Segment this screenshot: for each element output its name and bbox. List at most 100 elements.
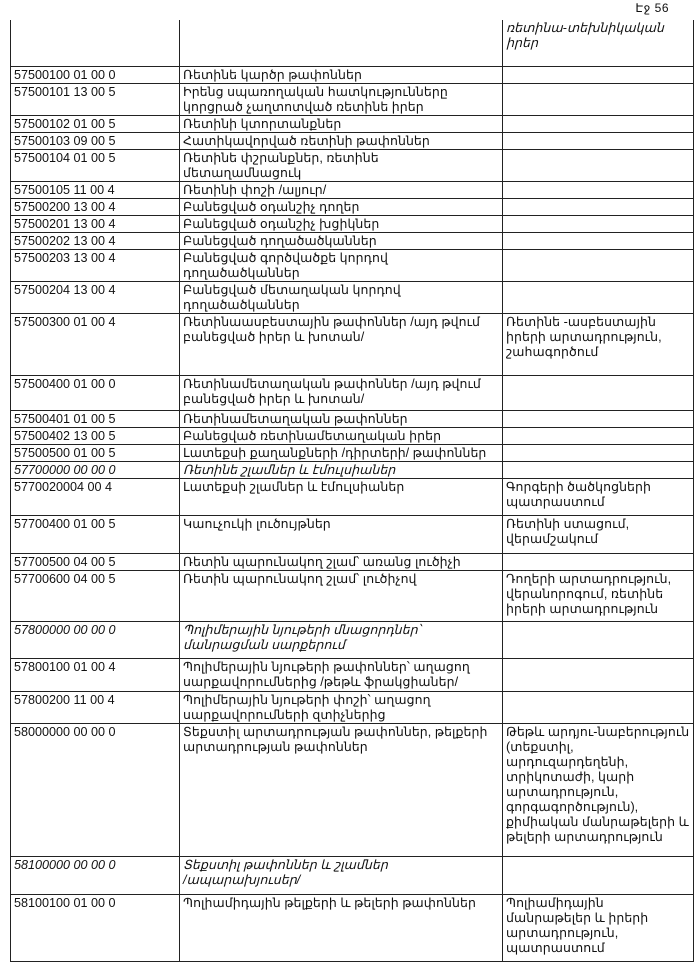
table-row: 57500100 01 00 0 Ռետինե կարծր թափոններ (10, 65, 694, 84)
name-cell: Իրենց սպառողական հատկությունները կորցրած… (179, 82, 503, 116)
note-cell (502, 65, 694, 84)
name-cell: Ռետին պարունակող շլամ՝ լուծիչով (179, 569, 503, 622)
table-row: 57800000 00 00 0 Պոլիմերային նյութերի մնա… (10, 620, 694, 659)
table-row: 57500204 13 00 4 Բանեցված մետաղական կորդո… (10, 280, 694, 314)
note-cell (502, 180, 694, 199)
name-cell: Ռետին պարունակող շլամ՝ առանց լուծիչի (179, 552, 503, 571)
table-row: 57500203 13 00 4 Բանեցված գործվածքե կորդո… (10, 248, 694, 282)
note-cell (502, 197, 694, 216)
note-cell: ռետինա-տեխնիկական իրեր (502, 20, 694, 67)
table-row: 57700400 01 00 5 Կաուչուկի լուծույթներ Ռե… (10, 514, 694, 554)
table-row: 57500101 13 00 5 Իրենց սպառողական հատկութ… (10, 82, 694, 116)
name-cell: Ռետինե կարծր թափոններ (179, 65, 503, 84)
name-cell: Տեքստիլ թափոններ և շլամներ /ապարախյուսեր… (179, 855, 503, 895)
code-cell: 57500100 01 00 0 (10, 65, 180, 84)
table-row: 58000000 00 00 0 Տեքստիլ արտադրության թափ… (10, 722, 694, 857)
code-cell: 57500102 01 00 5 (10, 114, 180, 133)
note-cell (502, 374, 694, 411)
code-cell: 57500202 13 00 4 (10, 231, 180, 250)
name-cell: Բանեցված գործվածքե կորդով դողածածկաններ (179, 248, 503, 282)
note-cell: Գորգերի ծածկոցների պատրաստում (502, 477, 694, 516)
code-cell: 57700600 04 00 5 (10, 569, 180, 622)
table-row: 57500300 01 00 4 Ռետինաասբեստային թափոննե… (10, 312, 694, 376)
table-row: 57500202 13 00 4 Բանեցված դողածածկաններ (10, 231, 694, 250)
note-cell (502, 409, 694, 428)
note-cell (502, 214, 694, 233)
name-cell: Պոլիամիդային թելքերի և թելերի թափոններ (179, 893, 503, 962)
table-row: 57500500 01 00 5 Լատեքսի քաղանքների /դիրտ… (10, 443, 694, 462)
note-cell (502, 231, 694, 250)
table-row: 57500401 01 00 5 Ռետինամետաղական թափոններ (10, 409, 694, 428)
name-cell: Ռետինամետաղական թափոններ /այդ թվում բանե… (179, 374, 503, 411)
note-cell (502, 148, 694, 182)
code-cell: 57700000 00 00 0 (10, 460, 180, 479)
table-row: 57500102 01 00 5 Ռետինի կտորտանքներ (10, 114, 694, 133)
note-cell (502, 855, 694, 895)
note-cell (502, 690, 694, 724)
table-row: 57700000 00 00 0 Ռետինե շլամներ և էմուլսի… (10, 460, 694, 479)
code-cell: 57800000 00 00 0 (10, 620, 180, 659)
table-row: 57700500 04 00 5 Ռետին պարունակող շլամ՝ … (10, 552, 694, 571)
name-cell: Ռետինամետաղական թափոններ (179, 409, 503, 428)
code-cell: 57500402 13 00 5 (10, 426, 180, 445)
page-number: Էջ 56 (635, 1, 669, 15)
note-cell (502, 552, 694, 571)
name-cell: Պոլիմերային նյութերի թափոններ՝ աղացող սա… (179, 657, 503, 692)
code-cell: 57500203 13 00 4 (10, 248, 180, 282)
code-cell: 57500200 13 00 4 (10, 197, 180, 216)
table-row: 57800200 11 00 4 Պոլիմերային նյութերի փոշ… (10, 690, 694, 724)
name-cell: Բանեցված դողածածկաններ (179, 231, 503, 250)
code-cell: 57500101 13 00 5 (10, 82, 180, 116)
code-cell: 57800100 01 00 4 (10, 657, 180, 692)
note-cell (502, 114, 694, 133)
name-cell: Լատեքսի քաղանքների /դիրտերի/ թափոններ (179, 443, 503, 462)
note-cell: Ռետինի ստացում, վերամշակում (502, 514, 694, 554)
table-row: 57500103 09 00 5 Հատիկավորված ռետինի թափո… (10, 131, 694, 150)
note-cell (502, 131, 694, 150)
code-cell: 57500204 13 00 4 (10, 280, 180, 314)
code-cell: 57500401 01 00 5 (10, 409, 180, 428)
code-cell: 57500103 09 00 5 (10, 131, 180, 150)
code-cell (10, 20, 180, 67)
code-cell: 58100100 01 00 0 (10, 893, 180, 962)
code-cell: 57500400 01 00 0 (10, 374, 180, 411)
name-cell: Ռետինե շլամներ և էմուլսիաներ (179, 460, 503, 479)
code-cell: 57700400 01 00 5 (10, 514, 180, 554)
code-cell: 58000000 00 00 0 (10, 722, 180, 857)
name-cell: Լատեքսի շլամներ և էմուլսիաներ (179, 477, 503, 516)
name-cell: Ռետինաասբեստային թափոններ /այդ թվում բան… (179, 312, 503, 376)
name-cell: Ռետինի կտորտանքներ (179, 114, 503, 133)
name-cell: Բանեցված մետաղական կորդով դողածածկաններ (179, 280, 503, 314)
note-cell: Դողերի արտադրություն, վերանորոգում, ռետի… (502, 569, 694, 622)
code-cell: 57500201 13 00 4 (10, 214, 180, 233)
note-cell: Թեթև արդյու-նաբերություն (տեքստիլ, արդու… (502, 722, 694, 857)
table-row: 57500104 01 00 5 Ռետինե փշրանքներ, ռետինե… (10, 148, 694, 182)
name-cell: Պոլիմերային նյութերի մնացորդներ՝ մանրացմ… (179, 620, 503, 659)
note-cell (502, 280, 694, 314)
name-cell: Բանեցված օդանշիչ խցիկներ (179, 214, 503, 233)
name-cell (179, 20, 503, 67)
table-row: 58100000 00 00 0 Տեքստիլ թափոններ և շլամն… (10, 855, 694, 895)
name-cell: Ռետինե փշրանքներ, ռետինե մետաղամնացուկ (179, 148, 503, 182)
note-cell (502, 82, 694, 116)
note-cell: Ռետինե -ասբեստային իրերի արտադրություն, … (502, 312, 694, 376)
name-cell: Ռետինի փոշի /ալյուր/ (179, 180, 503, 199)
code-cell: 57500104 01 00 5 (10, 148, 180, 182)
table-row: 57700600 04 00 5 Ռետին պարունակող շլամ՝ … (10, 569, 694, 622)
note-cell (502, 426, 694, 445)
name-cell: Տեքստիլ արտադրության թափոններ, թելքերի ա… (179, 722, 503, 857)
note-cell (502, 620, 694, 659)
code-cell: 57500105 11 00 4 (10, 180, 180, 199)
name-cell: Պոլիմերային նյութերի փոշի՝ աղացող սարքավ… (179, 690, 503, 724)
name-cell: Բանեցված օդանշիչ դողեր (179, 197, 503, 216)
code-cell: 58100000 00 00 0 (10, 855, 180, 895)
table-row: 57500402 13 00 5 Բանեցված ռետինամետաղական… (10, 426, 694, 445)
code-cell: 57700500 04 00 5 (10, 552, 180, 571)
table-row-continued-header: ռետինա-տեխնիկական իրեր (10, 20, 694, 67)
code-cell: 5770020004 00 4 (10, 477, 180, 516)
note-cell (502, 248, 694, 282)
note-cell: Պոլիամիդային մանրաթելեր և իրերի արտադրու… (502, 893, 694, 962)
code-cell: 57500500 01 00 5 (10, 443, 180, 462)
table-row: 5770020004 00 4 Լատեքսի շլամներ և էմուլս… (10, 477, 694, 516)
